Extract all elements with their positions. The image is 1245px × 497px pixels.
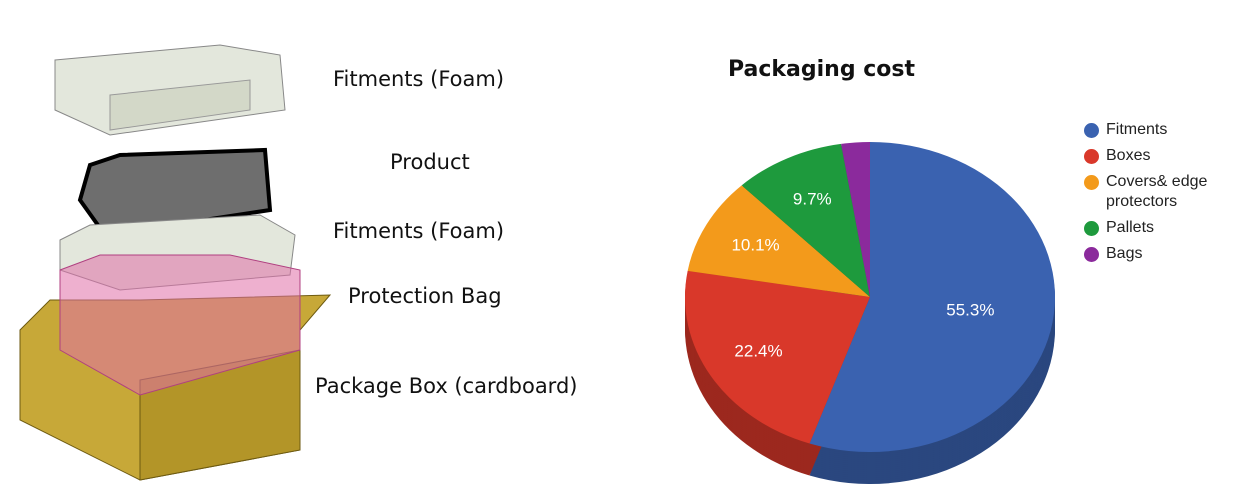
legend-item: Pallets — [1084, 218, 1214, 238]
slice — [809, 142, 1055, 452]
legend-swatch — [1084, 149, 1099, 164]
slice — [841, 142, 870, 297]
legend-item: Covers& edge protectors — [1084, 172, 1214, 212]
legend: Fitments Boxes Covers& edge protectors Pall… — [1084, 120, 1214, 270]
pie: 55.3% 22.4% 10.1% 9.7% — [685, 142, 1056, 484]
slice-label: 55.3% — [946, 301, 994, 320]
diagram-label: Fitments (Foam) — [333, 67, 504, 91]
product — [77, 147, 273, 238]
slice-label: 10.1% — [731, 236, 779, 255]
legend-label: Boxes — [1106, 147, 1151, 164]
legend-swatch — [1084, 247, 1099, 262]
packaging-illustration — [19, 44, 332, 481]
foam-top-body — [109, 79, 251, 131]
slice-label: 9.7% — [793, 189, 832, 208]
legend-swatch — [1084, 221, 1099, 236]
slice-label: 22.4% — [734, 342, 782, 361]
diagram-label: Package Box (cardboard) — [315, 374, 577, 398]
legend-label: Covers& edge protectors — [1106, 173, 1208, 210]
legend-label: Pallets — [1106, 219, 1155, 236]
slice — [687, 185, 870, 297]
legend-label: Bags — [1106, 245, 1143, 262]
legend-item: Bags — [1084, 244, 1214, 264]
legend-label: Fitments — [1106, 121, 1168, 138]
legend-swatch — [1084, 123, 1099, 138]
legend-item: Fitments — [1084, 120, 1214, 140]
slice — [685, 270, 870, 444]
diagram-label: Fitments (Foam) — [333, 219, 504, 243]
legend-swatch — [1084, 175, 1099, 190]
legend-item: Boxes — [1084, 146, 1214, 166]
slice — [741, 143, 870, 297]
diagram-label: Protection Bag — [348, 284, 502, 308]
chart-title: Packaging cost — [728, 57, 916, 82]
protection-bag — [59, 254, 301, 396]
diagram-label: Product — [390, 150, 470, 174]
